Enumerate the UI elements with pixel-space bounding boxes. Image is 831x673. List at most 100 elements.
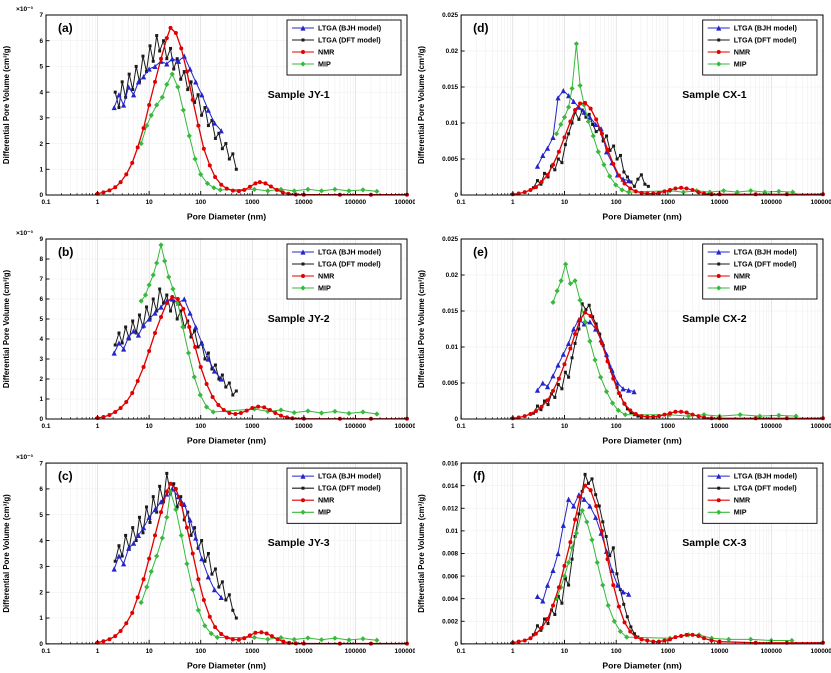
svg-text:1: 1 xyxy=(96,423,100,430)
svg-text:0.02: 0.02 xyxy=(446,48,459,55)
axis-labels: Pore Diameter (nm) Differential Pore Volu… xyxy=(417,494,682,671)
svg-text:1: 1 xyxy=(39,166,43,173)
sample-label: Sample CX-3 xyxy=(682,537,746,549)
svg-text:LTGA (BJH model): LTGA (BJH model) xyxy=(318,472,382,481)
series-line-nmr xyxy=(97,483,407,645)
svg-text:5: 5 xyxy=(39,64,43,71)
svg-text:1000: 1000 xyxy=(245,199,260,206)
svg-text:2: 2 xyxy=(39,141,43,148)
svg-text:10000: 10000 xyxy=(295,648,313,655)
panel-letter: (f) xyxy=(473,469,485,483)
data-series xyxy=(95,25,409,197)
svg-text:LTGA (DFT model): LTGA (DFT model) xyxy=(734,259,797,268)
x-axis-label: Pore Diameter (nm) xyxy=(602,660,681,670)
series-line-ltga-dft-model- xyxy=(114,472,237,619)
svg-text:5: 5 xyxy=(39,316,43,323)
svg-text:MIP: MIP xyxy=(734,59,747,68)
data-series xyxy=(510,261,825,421)
svg-text:4: 4 xyxy=(39,538,43,545)
svg-text:100000: 100000 xyxy=(345,199,367,206)
svg-text:10000: 10000 xyxy=(711,423,729,430)
svg-text:10000: 10000 xyxy=(711,648,729,655)
sample-label: Sample CX-2 xyxy=(682,313,746,325)
y-axis-label: Differential Pore Volume (cm³/g) xyxy=(2,494,11,613)
svg-text:0.012: 0.012 xyxy=(442,505,458,512)
svg-text:0: 0 xyxy=(39,416,43,423)
svg-text:6: 6 xyxy=(39,486,43,493)
series-line-ltga-bjh-model- xyxy=(537,319,635,393)
series-markers-mip xyxy=(138,71,380,194)
series-line-ltga-dft-model- xyxy=(114,288,237,396)
svg-text:9: 9 xyxy=(39,236,43,243)
panel-letter: (a) xyxy=(58,21,73,35)
axis-labels: Pore Diameter (nm) Differential Pore Volu… xyxy=(2,230,266,446)
svg-text:LTGA (DFT model): LTGA (DFT model) xyxy=(734,484,797,493)
svg-text:0.025: 0.025 xyxy=(442,236,458,243)
y-axis-label: Differential Pore Volume (cm³/g) xyxy=(2,270,11,389)
svg-text:NMR: NMR xyxy=(318,271,335,280)
svg-text:100000: 100000 xyxy=(761,199,783,206)
svg-text:10: 10 xyxy=(561,199,569,206)
svg-text:0.006: 0.006 xyxy=(442,573,458,580)
svg-text:10000: 10000 xyxy=(295,199,313,206)
series-line-nmr xyxy=(97,27,407,196)
svg-text:10: 10 xyxy=(146,423,154,430)
svg-text:LTGA (BJH model): LTGA (BJH model) xyxy=(734,472,798,481)
svg-text:MIP: MIP xyxy=(734,283,747,292)
svg-text:1000: 1000 xyxy=(661,648,676,655)
svg-text:8: 8 xyxy=(39,256,43,263)
svg-text:10: 10 xyxy=(561,423,569,430)
svg-text:1000: 1000 xyxy=(245,648,260,655)
svg-text:0.014: 0.014 xyxy=(442,483,458,490)
svg-text:LTGA (BJH model): LTGA (BJH model) xyxy=(734,247,798,256)
series-markers-ltga-dft-model- xyxy=(113,287,238,397)
svg-text:100000: 100000 xyxy=(345,648,367,655)
svg-text:4: 4 xyxy=(39,336,43,343)
series-line-ltga-bjh-model- xyxy=(113,298,222,380)
y-axis-label: Differential Pore Volume (cm³/g) xyxy=(417,270,426,388)
svg-text:2: 2 xyxy=(39,589,43,596)
grid-lines xyxy=(45,15,408,195)
legend: LTGA (BJH model) LTGA (DFT model) NMR MIP xyxy=(286,19,402,76)
axis-labels: Pore Diameter (nm) Differential Pore Volu… xyxy=(2,454,266,670)
svg-text:3: 3 xyxy=(39,115,43,122)
svg-text:1000: 1000 xyxy=(661,199,676,206)
legend: LTGA (BJH model) LTGA (DFT model) NMR MIP xyxy=(702,243,818,300)
svg-text:1: 1 xyxy=(511,199,515,206)
y-axis-label: Differential Pore Volume (cm³/g) xyxy=(417,46,426,164)
svg-text:0: 0 xyxy=(39,192,43,199)
svg-text:0.01: 0.01 xyxy=(446,528,459,535)
svg-text:7: 7 xyxy=(39,12,43,19)
axis-labels: Pore Diameter (nm) Differential Pore Volu… xyxy=(417,46,682,222)
svg-text:10: 10 xyxy=(146,199,154,206)
series-line-nmr xyxy=(512,311,823,419)
series-line-mip xyxy=(556,510,792,641)
series-markers-nmr xyxy=(95,295,409,421)
x-axis-label: Pore Diameter (nm) xyxy=(187,212,266,222)
svg-text:LTGA (DFT model): LTGA (DFT model) xyxy=(734,35,797,44)
x-axis-label: Pore Diameter (nm) xyxy=(602,436,682,446)
svg-text:MIP: MIP xyxy=(318,283,331,292)
svg-text:3: 3 xyxy=(39,564,43,571)
svg-text:5: 5 xyxy=(39,512,43,519)
axis-labels: Pore Diameter (nm) Differential Pore Volu… xyxy=(417,270,682,446)
svg-text:0.1: 0.1 xyxy=(42,199,51,206)
svg-text:0.016: 0.016 xyxy=(442,460,458,467)
svg-text:0.1: 0.1 xyxy=(42,648,51,655)
series-markers-mip xyxy=(553,507,795,644)
series-line-ltga-dft-model- xyxy=(532,303,642,418)
svg-text:100: 100 xyxy=(611,423,622,430)
svg-text:1: 1 xyxy=(511,423,515,430)
x-axis-label: Pore Diameter (nm) xyxy=(187,436,266,446)
svg-text:6: 6 xyxy=(39,38,43,45)
data-series xyxy=(510,41,825,197)
svg-text:MIP: MIP xyxy=(318,508,331,517)
